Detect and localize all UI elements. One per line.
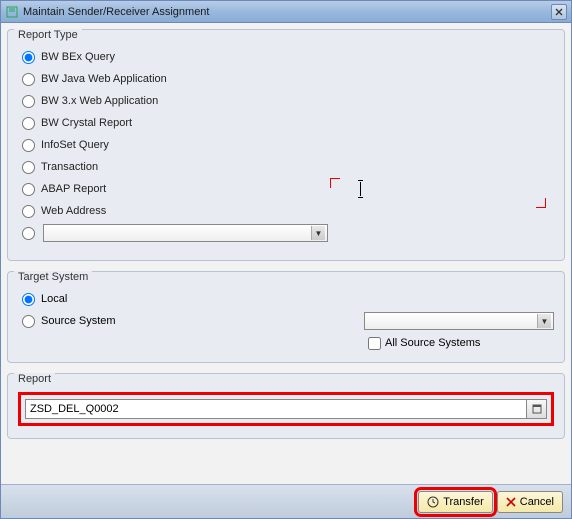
- radio-label: BW BEx Query: [41, 51, 115, 63]
- close-button[interactable]: [551, 4, 567, 20]
- radio-web-address[interactable]: Web Address: [18, 200, 554, 222]
- radio-crystal[interactable]: BW Crystal Report: [18, 112, 554, 134]
- report-highlight: [18, 392, 554, 426]
- titlebar: Maintain Sender/Receiver Assignment: [1, 1, 571, 23]
- all-source-checkbox-row[interactable]: All Source Systems: [18, 332, 554, 354]
- radio-label: Web Address: [41, 205, 106, 217]
- radio-label: InfoSet Query: [41, 139, 109, 151]
- report-input[interactable]: [25, 399, 527, 419]
- radio-label: BW Java Web Application: [41, 73, 167, 85]
- report-group: Report: [7, 373, 565, 439]
- radio-input[interactable]: [22, 293, 35, 306]
- radio-input[interactable]: [22, 205, 35, 218]
- cancel-icon: [506, 497, 516, 507]
- radio-label: BW 3.x Web Application: [41, 95, 158, 107]
- report-field-row: [25, 399, 547, 419]
- radio-java-web[interactable]: BW Java Web Application: [18, 68, 554, 90]
- radio-label: Source System: [41, 315, 116, 327]
- radio-source-system[interactable]: Source System ▼: [18, 310, 554, 332]
- clock-check-icon: [427, 496, 439, 508]
- radio-input[interactable]: [22, 117, 35, 130]
- radio-custom[interactable]: ▼: [18, 222, 554, 244]
- chevron-down-icon: ▼: [311, 226, 325, 240]
- radio-input[interactable]: [22, 183, 35, 196]
- radio-label: ABAP Report: [41, 183, 106, 195]
- radio-input[interactable]: [22, 73, 35, 86]
- radio-label: Transaction: [41, 161, 98, 173]
- radio-input[interactable]: [22, 227, 35, 240]
- button-bar: Transfer Cancel: [1, 484, 571, 518]
- radio-label: BW Crystal Report: [41, 117, 132, 129]
- radio-infoset[interactable]: InfoSet Query: [18, 134, 554, 156]
- transfer-button[interactable]: Transfer: [418, 491, 493, 513]
- focus-bracket-icon: [330, 178, 340, 188]
- target-system-group: Target System Local Source System ▼ All …: [7, 271, 565, 363]
- radio-input[interactable]: [22, 95, 35, 108]
- target-system-title: Target System: [14, 271, 92, 283]
- dialog-window: Maintain Sender/Receiver Assignment Repo…: [0, 0, 572, 519]
- cancel-label: Cancel: [520, 496, 554, 508]
- radio-3x-web[interactable]: BW 3.x Web Application: [18, 90, 554, 112]
- source-system-dropdown[interactable]: ▼: [364, 312, 554, 330]
- report-type-title: Report Type: [14, 29, 82, 41]
- radio-bex-query[interactable]: BW BEx Query: [18, 46, 554, 68]
- radio-input[interactable]: [22, 51, 35, 64]
- radio-input[interactable]: [22, 161, 35, 174]
- radio-local[interactable]: Local: [18, 288, 554, 310]
- value-help-icon: [532, 404, 542, 414]
- all-source-label: All Source Systems: [385, 337, 480, 349]
- report-title: Report: [14, 373, 55, 385]
- radio-abap[interactable]: ABAP Report: [18, 178, 554, 200]
- radio-input[interactable]: [22, 315, 35, 328]
- window-title: Maintain Sender/Receiver Assignment: [23, 6, 551, 18]
- radio-input[interactable]: [22, 139, 35, 152]
- cancel-button[interactable]: Cancel: [497, 491, 563, 513]
- window-icon: [5, 5, 19, 19]
- all-source-checkbox[interactable]: [368, 337, 381, 350]
- custom-type-dropdown[interactable]: ▼: [43, 224, 328, 242]
- report-type-group: Report Type BW BEx Query BW Java Web App…: [7, 29, 565, 261]
- radio-transaction[interactable]: Transaction: [18, 156, 554, 178]
- transfer-label: Transfer: [443, 496, 484, 508]
- dialog-content: Report Type BW BEx Query BW Java Web App…: [1, 23, 571, 455]
- value-help-button[interactable]: [527, 399, 547, 419]
- chevron-down-icon: ▼: [537, 314, 551, 328]
- focus-bracket-icon: [536, 198, 546, 208]
- text-cursor-icon: [360, 182, 361, 196]
- radio-label: Local: [41, 293, 67, 305]
